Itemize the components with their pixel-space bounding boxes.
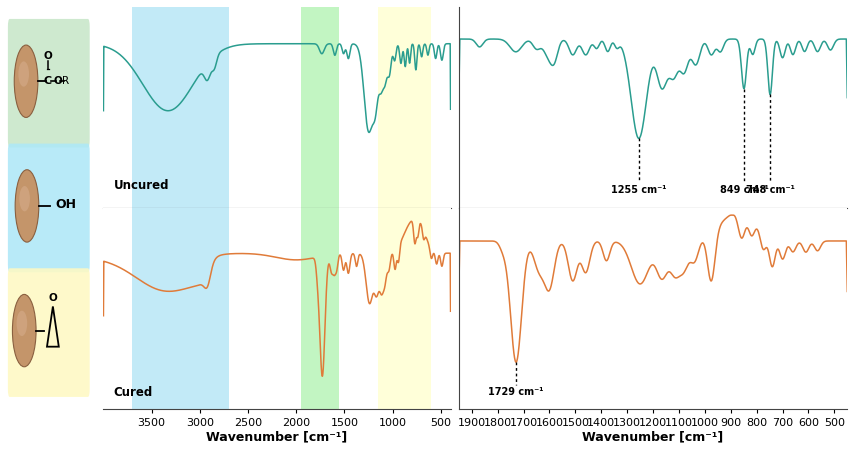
Bar <box>379 208 431 409</box>
Ellipse shape <box>17 311 27 336</box>
Bar <box>379 7 431 208</box>
X-axis label: Wavenumber [cm⁻¹]: Wavenumber [cm⁻¹] <box>206 431 347 444</box>
Text: Uncured: Uncured <box>114 179 169 192</box>
Bar <box>301 7 339 208</box>
Text: O: O <box>48 293 57 303</box>
X-axis label: Wavenumber [cm⁻¹]: Wavenumber [cm⁻¹] <box>582 431 723 444</box>
Text: R: R <box>62 76 69 86</box>
Text: O: O <box>43 51 53 61</box>
Text: 1729 cm⁻¹: 1729 cm⁻¹ <box>488 388 544 398</box>
Bar <box>132 208 228 409</box>
FancyBboxPatch shape <box>8 143 90 272</box>
Text: C: C <box>44 76 52 86</box>
Ellipse shape <box>20 186 30 211</box>
Text: OH: OH <box>55 198 76 211</box>
Text: 849 cm⁻¹: 849 cm⁻¹ <box>720 186 768 196</box>
Ellipse shape <box>19 61 29 87</box>
Text: O: O <box>53 76 62 86</box>
Text: 1255 cm⁻¹: 1255 cm⁻¹ <box>611 186 666 196</box>
Text: Cured: Cured <box>114 386 153 399</box>
Bar <box>301 208 339 409</box>
Bar <box>132 7 228 208</box>
FancyBboxPatch shape <box>8 268 90 397</box>
Text: 748 cm⁻¹: 748 cm⁻¹ <box>745 186 795 196</box>
FancyBboxPatch shape <box>8 19 90 148</box>
Ellipse shape <box>14 45 38 117</box>
Ellipse shape <box>13 294 36 367</box>
Ellipse shape <box>15 170 39 242</box>
